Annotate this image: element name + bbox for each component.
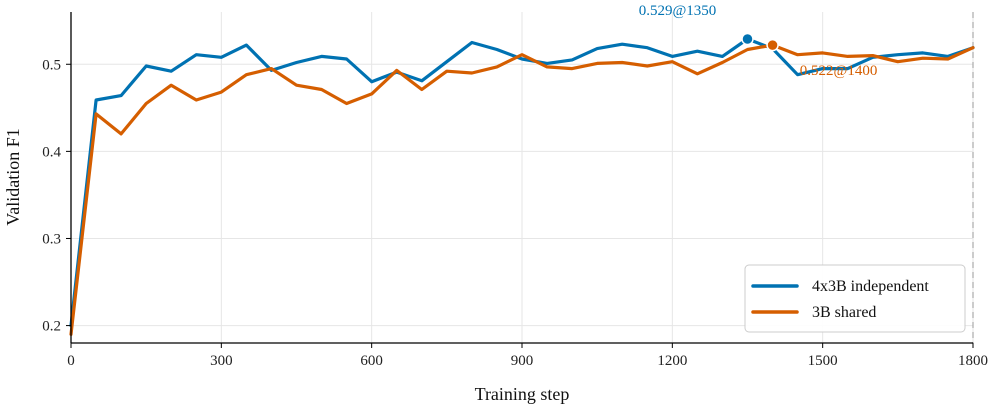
series-layer <box>69 37 975 336</box>
legend-label-3b-shared: 3B shared <box>812 304 876 321</box>
legend-frame <box>744 264 966 333</box>
x-tick-label: 0 <box>67 353 75 369</box>
y-axis-label: Validation F1 <box>3 128 23 226</box>
y-tick-label: 0.5 <box>42 57 61 73</box>
x-tick-label: 1200 <box>657 353 687 369</box>
axes-layer: 0 300 600 900 1200 1500 1800 0.2 0.3 0.4 0.5 <box>42 12 988 369</box>
x-tick-label: 600 <box>360 353 383 369</box>
series-line-4x3b-independent <box>69 37 975 328</box>
peak-annotation-label: 0.529@1350 <box>639 3 717 19</box>
legend: 4x3B independent 3B shared <box>744 264 966 333</box>
x-tick-label: 1500 <box>808 353 838 369</box>
x-axis-label: Training step <box>475 384 570 404</box>
legend-label-4x3b-independent: 4x3B independent <box>812 278 929 295</box>
x-tick-label: 900 <box>511 353 534 369</box>
y-tick-label: 0.2 <box>42 319 61 335</box>
peak-marker <box>741 32 754 46</box>
x-tick-label: 1800 <box>958 353 988 369</box>
y-tick-label: 0.4 <box>42 144 61 160</box>
peak-marker <box>766 38 779 52</box>
x-tick-label: 300 <box>210 353 233 369</box>
peak-annotation-label: 0.522@1400 <box>800 63 878 79</box>
series-line-3b-shared <box>69 43 975 336</box>
y-tick-label: 0.3 <box>42 231 61 247</box>
annotation-layer: 0.529@1350 0.522@1400 <box>639 3 878 79</box>
